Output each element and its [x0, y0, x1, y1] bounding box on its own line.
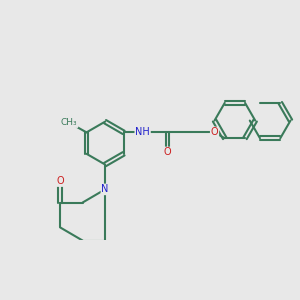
- Text: O: O: [164, 147, 171, 158]
- Text: N: N: [101, 184, 109, 194]
- Text: O: O: [211, 128, 218, 137]
- Text: O: O: [56, 176, 64, 186]
- Text: CH₃: CH₃: [61, 118, 77, 127]
- Text: NH: NH: [135, 128, 150, 137]
